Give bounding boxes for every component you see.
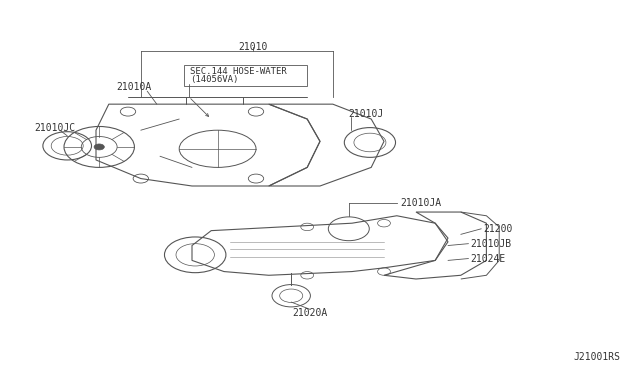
Circle shape (94, 144, 104, 150)
Text: SEC.144 HOSE-WATER: SEC.144 HOSE-WATER (190, 67, 287, 76)
Text: 21010: 21010 (238, 42, 268, 51)
Text: J21001RS: J21001RS (574, 352, 621, 362)
Text: 21010J: 21010J (349, 109, 384, 119)
Text: (14056VA): (14056VA) (190, 75, 239, 84)
Text: 21200: 21200 (483, 224, 513, 234)
Text: 21024E: 21024E (470, 254, 506, 263)
Text: 21020A: 21020A (292, 308, 328, 318)
Text: 21010JA: 21010JA (400, 198, 441, 208)
Text: 21010A: 21010A (116, 83, 152, 92)
Text: 21010JB: 21010JB (470, 239, 511, 248)
Text: 21010JC: 21010JC (34, 124, 75, 133)
